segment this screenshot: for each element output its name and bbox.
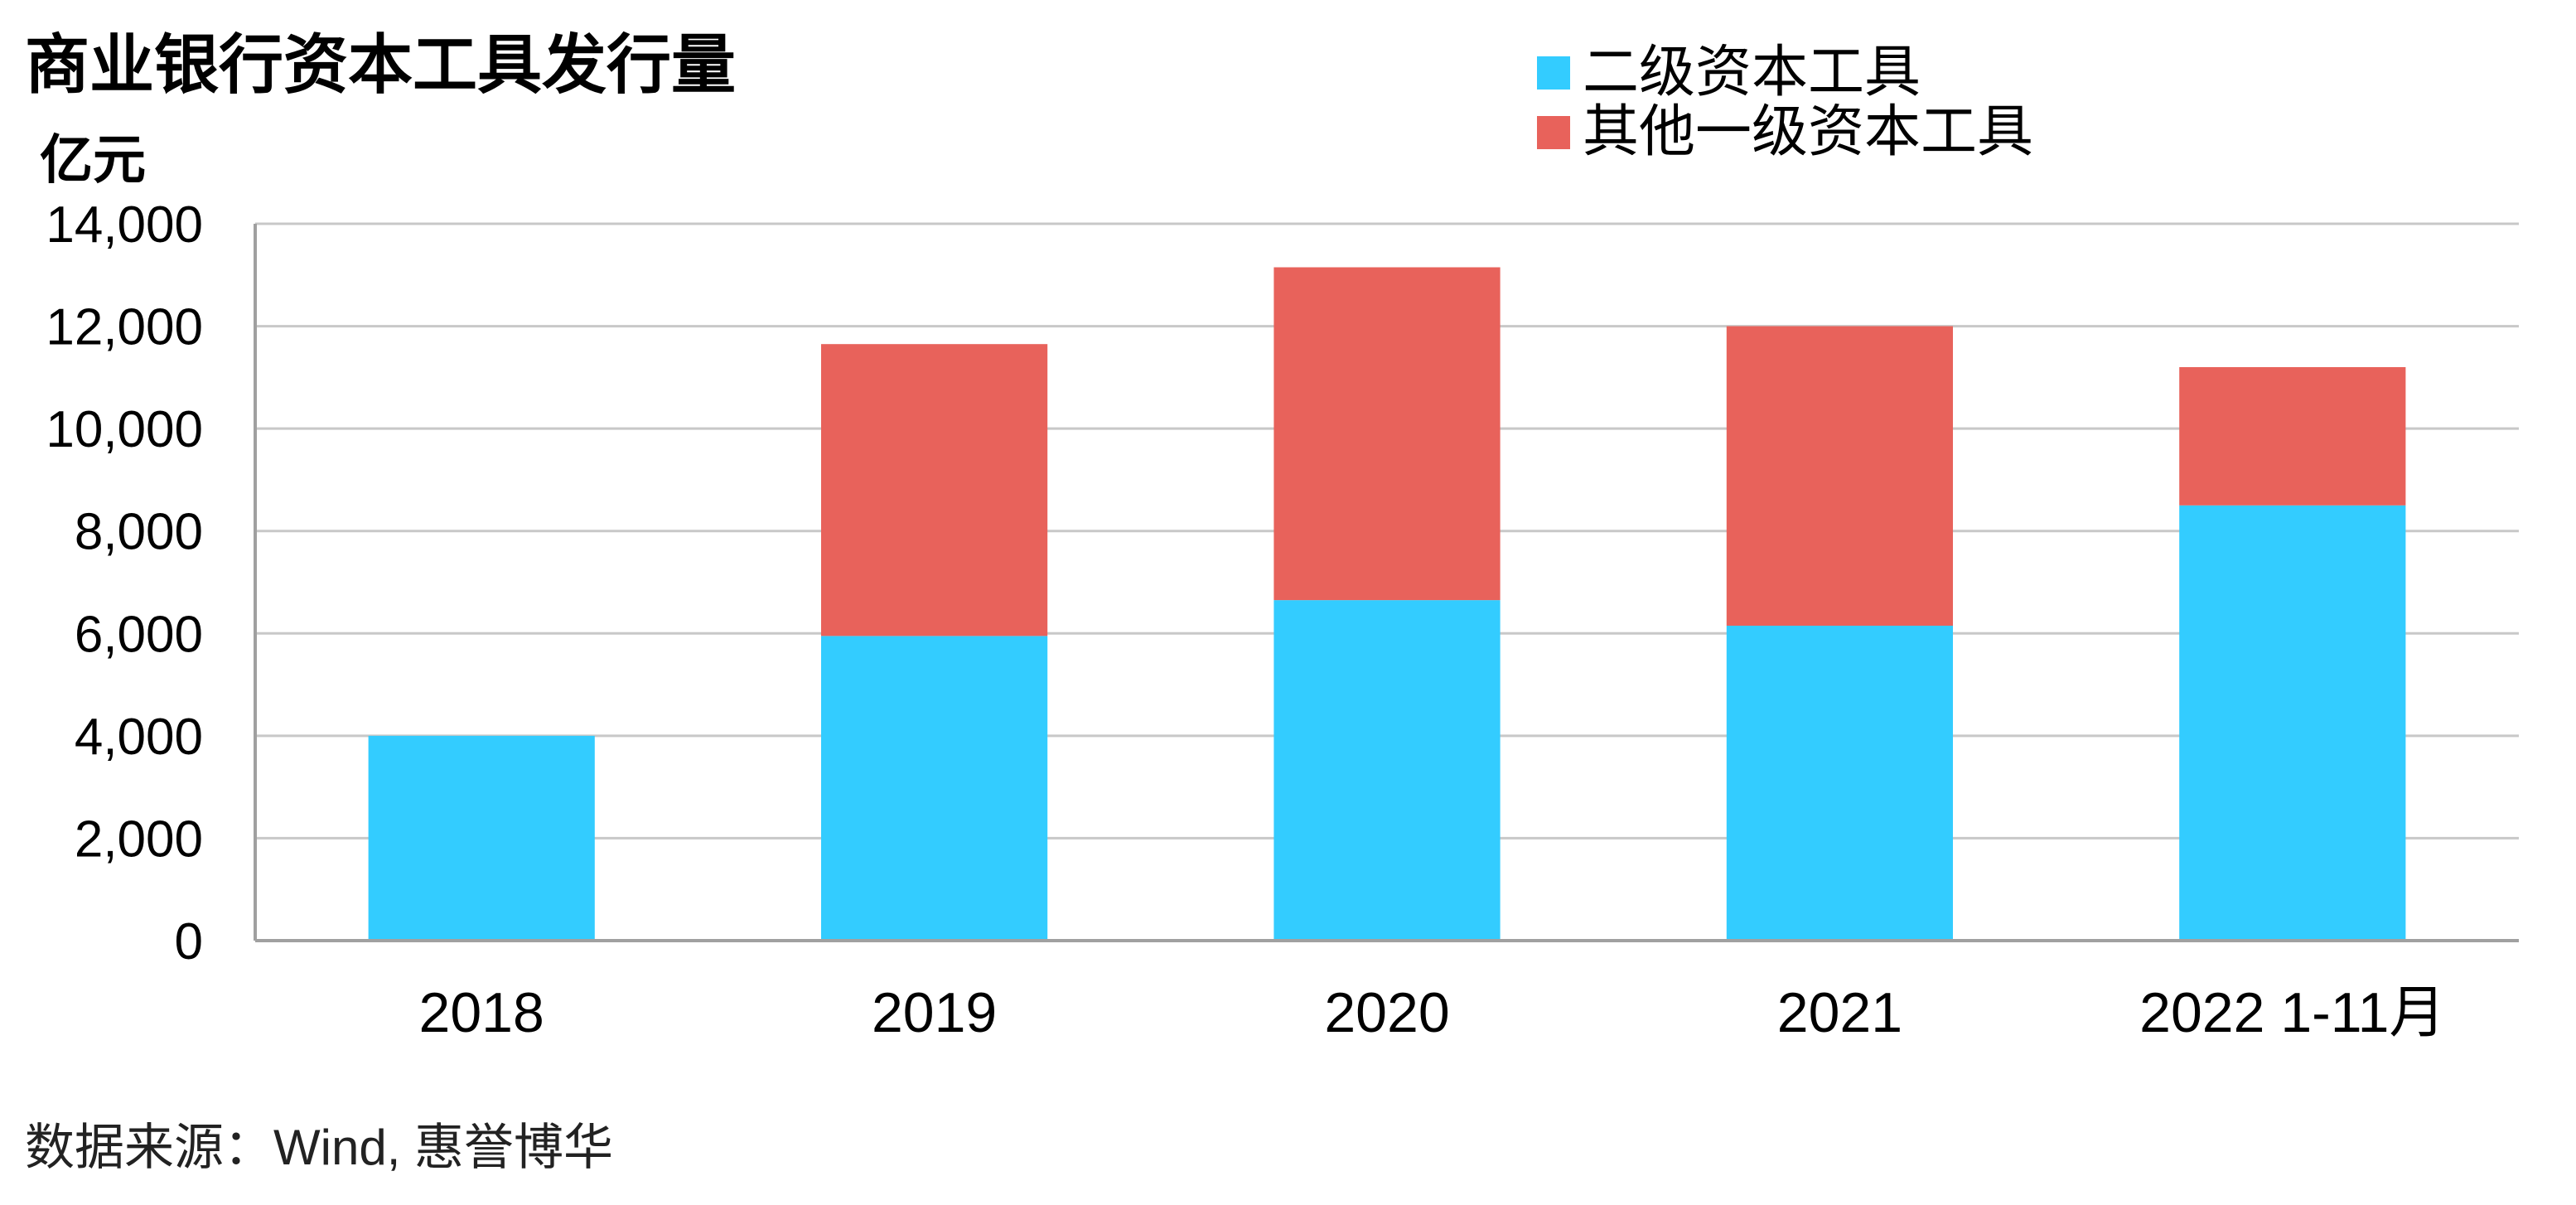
y-tick-label: 4,000 [75,709,203,766]
bar-tier2 [2179,505,2406,941]
bar-at1 [1274,267,1501,601]
y-unit-label: 亿元 [40,130,146,190]
x-category-label: 2021 [1777,981,1902,1044]
bar-tier2 [368,735,595,941]
y-tick-label: 10,000 [46,401,203,458]
bar-at1 [1726,326,1953,627]
bar-tier2 [821,636,1048,941]
bar-at1 [2179,367,2406,506]
x-category-label: 2020 [1324,981,1449,1044]
y-tick-label: 14,000 [46,196,203,254]
legend-label-tier2: 二级资本工具 [1583,41,1921,104]
legend-swatch-at1 [1537,116,1570,149]
bars [368,267,2406,941]
bar-at1 [821,344,1048,636]
x-category-label: 2019 [872,981,997,1044]
source-note: 数据来源：Wind, 惠誉博华 [25,1120,613,1175]
x-category-label: 2022 1-11月 [2139,981,2445,1044]
legend-label-at1: 其他一级资本工具 [1583,100,2033,163]
x-category-label: 2018 [419,981,544,1044]
bar-tier2 [1726,626,1953,941]
legend: 二级资本工具 其他一级资本工具 [1537,41,2033,163]
bar-tier2 [1274,600,1501,941]
legend-swatch-tier2 [1537,56,1570,90]
x-axis-labels: 2018 2019 2020 2021 2022 1-11月 [419,981,2446,1044]
y-tick-label: 0 [175,913,203,970]
y-tick-label: 12,000 [46,299,203,356]
chart-title: 商业银行资本工具发行量 [25,28,736,101]
y-tick-label: 6,000 [75,606,203,663]
y-axis-ticks: 0 2,000 4,000 6,000 8,000 10,000 12,000 14,000 [46,196,203,970]
y-tick-label: 2,000 [75,811,203,868]
y-tick-label: 8,000 [75,504,203,561]
